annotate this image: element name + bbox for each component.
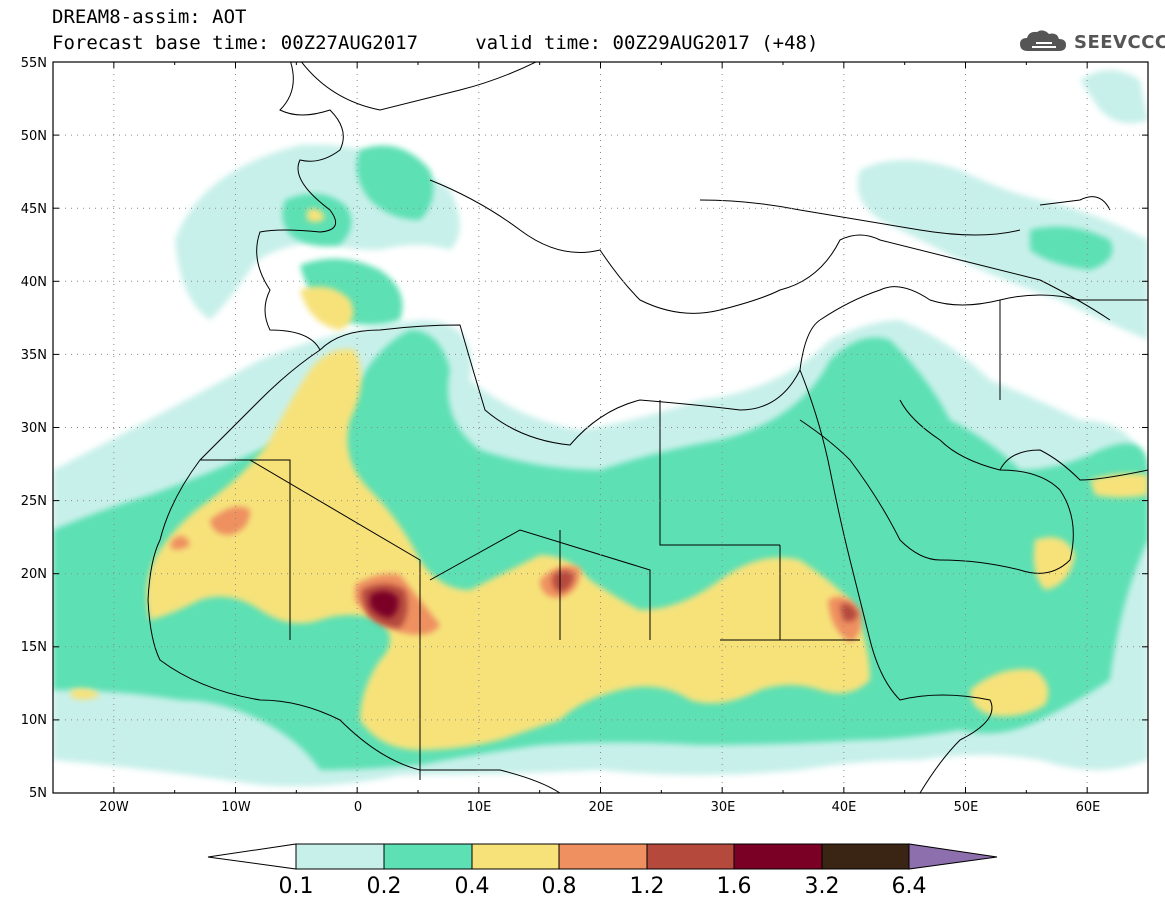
colorbar-segment bbox=[383, 843, 473, 870]
lat-tick-label: 35N bbox=[21, 348, 47, 363]
seevccc-logo: SEEVCCC bbox=[1018, 28, 1165, 56]
lon-tick-label: 10W bbox=[221, 800, 251, 815]
colorbar-label: 1.6 bbox=[717, 874, 752, 899]
colorbar-label: 1.2 bbox=[630, 874, 665, 899]
colorbar-segment bbox=[646, 843, 735, 870]
lat-tick-label: 5N bbox=[29, 786, 47, 801]
lon-tick-label: 20W bbox=[99, 800, 129, 815]
colorbar-arrow-high bbox=[908, 843, 998, 870]
lon-tick-label: 0 bbox=[354, 800, 362, 815]
lat-axis: 55N 50N 45N 40N 35N 30N 25N 20N 15N 10N … bbox=[21, 56, 47, 801]
coastlines bbox=[147, 62, 1148, 793]
colorbar-label: 0.8 bbox=[542, 874, 577, 899]
lon-tick-label: 30E bbox=[711, 800, 736, 815]
lon-tick-label: 50E bbox=[954, 800, 979, 815]
chart-subtitle: Forecast base time: 00Z27AUG2017 valid t… bbox=[52, 32, 819, 54]
lat-tick-label: 25N bbox=[21, 494, 47, 509]
lon-tick-label: 40E bbox=[832, 800, 857, 815]
lon-tick-label: 10E bbox=[467, 800, 492, 815]
colorbar-segment bbox=[295, 843, 385, 870]
lat-tick-label: 45N bbox=[21, 202, 47, 217]
cloud-icon bbox=[1020, 30, 1066, 51]
lat-tick-label: 30N bbox=[21, 421, 47, 436]
lat-tick-label: 15N bbox=[21, 640, 47, 655]
colorbar-segment bbox=[558, 843, 648, 870]
lon-tick-label: 20E bbox=[589, 800, 614, 815]
map-grid bbox=[53, 62, 1148, 793]
colorbar-segment bbox=[733, 843, 823, 870]
colorbar-label: 3.2 bbox=[805, 874, 840, 899]
lon-tick-label: 60E bbox=[1076, 800, 1101, 815]
logo-text: SEEVCCC bbox=[1074, 31, 1165, 53]
lat-tick-label: 10N bbox=[21, 713, 47, 728]
colorbar-label: 0.4 bbox=[455, 874, 490, 899]
colorbar-label: 0.1 bbox=[279, 874, 314, 899]
colorbar-label: 0.2 bbox=[367, 874, 402, 899]
chart-title: DREAM8-assim: AOT bbox=[52, 6, 247, 28]
lat-tick-label: 40N bbox=[21, 275, 47, 290]
colorbar-label: 6.4 bbox=[892, 874, 927, 899]
lat-tick-label: 20N bbox=[21, 567, 47, 582]
lat-tick-label: 55N bbox=[21, 56, 47, 71]
colorbar-segment bbox=[471, 843, 560, 870]
axis-ticks bbox=[52, 61, 1149, 794]
aot-field bbox=[53, 70, 1148, 787]
lat-tick-label: 50N bbox=[21, 129, 47, 144]
colorbar-arrow-low bbox=[207, 843, 297, 870]
colorbar: 0.1 0.2 0.4 0.8 1.2 1.6 3.2 6.4 bbox=[207, 843, 998, 899]
colorbar-segment bbox=[821, 843, 910, 870]
lon-axis: 20W 10W 0 10E 20E 30E 40E 50E 60E bbox=[99, 800, 1100, 815]
